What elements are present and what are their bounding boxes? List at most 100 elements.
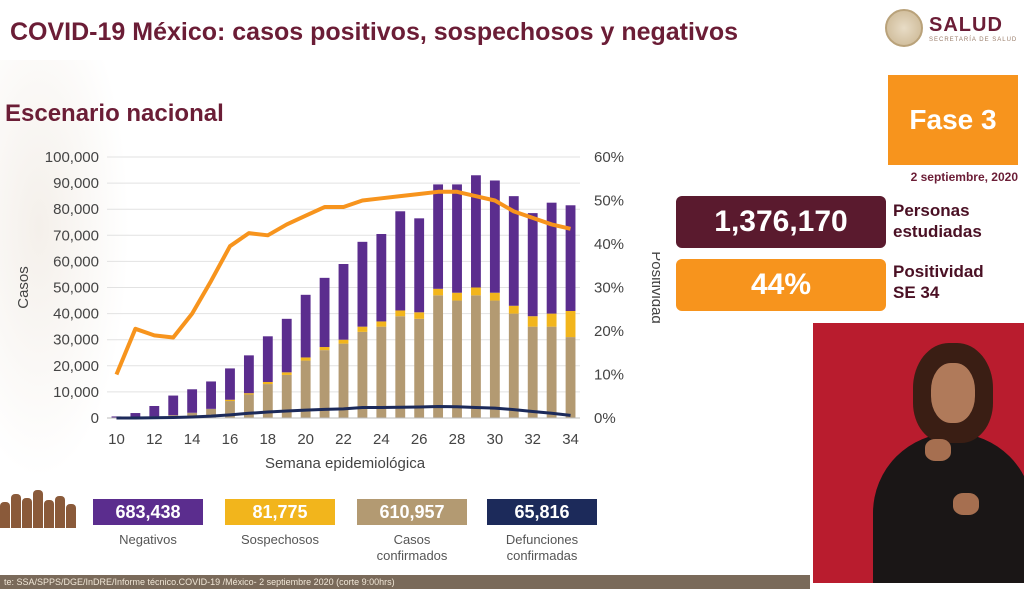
- personas-estudiadas-label: Personas estudiadas: [893, 200, 982, 242]
- bar-confirmados: [433, 295, 444, 418]
- interpreter-hand: [953, 493, 979, 515]
- interpreter-body: [873, 433, 1024, 583]
- bar-negativos: [433, 184, 444, 289]
- bar-negativos: [565, 205, 576, 311]
- bar-sospechosos: [262, 381, 273, 385]
- bar-negativos: [489, 180, 500, 293]
- bar-negativos: [357, 241, 368, 327]
- bar-negativos: [225, 368, 235, 400]
- stat-label-line: estudiadas: [893, 222, 982, 241]
- legend-confirmados-value: 610,957: [357, 499, 467, 525]
- legend-label-line: Defunciones: [505, 532, 579, 547]
- legend-defunciones-value: 65,816: [487, 499, 597, 525]
- x-tick-label: 14: [184, 431, 201, 448]
- page-subtitle: Escenario nacional: [5, 100, 224, 127]
- bar-negativos: [281, 318, 292, 373]
- bar-negativos: [395, 211, 406, 311]
- bar-sospechosos: [508, 305, 519, 314]
- y2-tick-label: 60%: [594, 149, 624, 166]
- bar-confirmados: [527, 326, 538, 418]
- y-tick-label: 80,000: [53, 201, 99, 218]
- x-tick-label: 28: [449, 431, 466, 448]
- legend-label-line: Negativos: [119, 532, 177, 547]
- x-tick-label: 16: [222, 431, 239, 448]
- bar-confirmados: [357, 331, 368, 418]
- bar-sospechosos: [489, 292, 500, 301]
- bar-sospechosos: [376, 321, 387, 327]
- y2-tick-label: 10%: [594, 367, 624, 384]
- legend-sospechosos-value: 81,775: [225, 499, 335, 525]
- x-axis-label: Semana epidemiológica: [265, 455, 426, 472]
- legend-negativos-value: 683,438: [93, 499, 203, 525]
- bar-negativos: [338, 264, 349, 340]
- report-date: 2 septiembre, 2020: [910, 170, 1018, 184]
- y-tick-label: 10,000: [53, 384, 99, 401]
- bar-negativos: [300, 294, 311, 358]
- bar-confirmados: [300, 360, 311, 418]
- y-axis-label: Casos: [15, 266, 32, 309]
- x-tick-label: 34: [562, 431, 579, 448]
- bar-confirmados: [243, 394, 254, 418]
- positividad-value: 44%: [676, 259, 886, 311]
- y-tick-label: 30,000: [53, 332, 99, 349]
- y2-axis-label: Positividad: [648, 251, 660, 324]
- cases-chart: 0 10,000 20,000 30,000 40,000 50,000 60,000 70,…: [15, 149, 660, 472]
- bar-confirmados: [508, 313, 519, 418]
- legend-label-line: confirmados: [376, 548, 448, 563]
- bar-negativos: [414, 218, 425, 313]
- bar-sospechosos: [338, 339, 349, 344]
- y2-tick-label: 20%: [594, 323, 624, 340]
- bar-negativos: [206, 381, 216, 409]
- bar-confirmados: [262, 384, 273, 418]
- y2-tick-label: 40%: [594, 236, 624, 253]
- bar-sospechosos: [546, 313, 557, 327]
- bar-negativos: [149, 405, 160, 417]
- national-seal-icon: [885, 9, 923, 47]
- bar-confirmados: [395, 316, 406, 418]
- bar-negativos: [168, 395, 179, 416]
- legend-label-line: confirmadas: [506, 548, 578, 563]
- source-footer: te: SSA/SPPS/DGE/InDRE/Informe técnico.C…: [0, 575, 810, 589]
- legend-negativos-label: Negativos: [88, 532, 208, 548]
- bar-negativos: [546, 202, 557, 314]
- logo-subtext: SECRETARÍA DE SALUD: [929, 36, 1018, 43]
- x-tick-label: 10: [108, 431, 125, 448]
- y-tick-label: 50,000: [53, 280, 99, 297]
- y-tick-label: 60,000: [53, 253, 99, 270]
- people-icon: [0, 478, 82, 528]
- bar-sospechosos: [300, 357, 311, 361]
- personas-estudiadas-value: 1,376,170: [676, 196, 886, 248]
- bar-confirmados: [187, 412, 198, 418]
- interpreter-face: [931, 363, 975, 423]
- line-positividad: [114, 189, 571, 376]
- fase-badge: Fase 3: [888, 75, 1018, 165]
- bar-negativos: [376, 233, 387, 322]
- x-tick-label: 24: [373, 431, 390, 448]
- logo-text: SALUD: [929, 13, 1003, 36]
- y-tick-label: 0: [91, 410, 99, 427]
- bar-sospechosos: [319, 347, 330, 351]
- positividad-label: Positividad SE 34: [893, 261, 984, 303]
- bar-negativos: [262, 336, 273, 382]
- legend-sospechosos-label: Sospechosos: [220, 532, 340, 548]
- bar-confirmados: [225, 401, 235, 418]
- bar-confirmados: [471, 295, 481, 418]
- sign-language-interpreter: [813, 323, 1024, 583]
- y-tick-label: 40,000: [53, 306, 99, 323]
- bar-negativos: [471, 175, 481, 288]
- stat-label-line: SE 34: [893, 283, 940, 302]
- bar-negativos: [187, 389, 198, 413]
- bar-sospechosos: [281, 372, 292, 375]
- bar-sospechosos: [433, 288, 444, 296]
- bar-confirmados: [565, 337, 576, 418]
- y2-tick-label: 50%: [594, 193, 624, 210]
- page-title: COVID-19 México: casos positivos, sospec…: [10, 18, 739, 46]
- x-tick-label: 22: [335, 431, 352, 448]
- x-tick-label: 30: [487, 431, 504, 448]
- x-tick-label: 18: [259, 431, 276, 448]
- stat-label-line: Personas: [893, 201, 970, 220]
- bar-confirmados: [338, 343, 349, 418]
- x-tick-label: 20: [297, 431, 314, 448]
- bar-sospechosos: [471, 287, 481, 296]
- bar-confirmados: [376, 326, 387, 418]
